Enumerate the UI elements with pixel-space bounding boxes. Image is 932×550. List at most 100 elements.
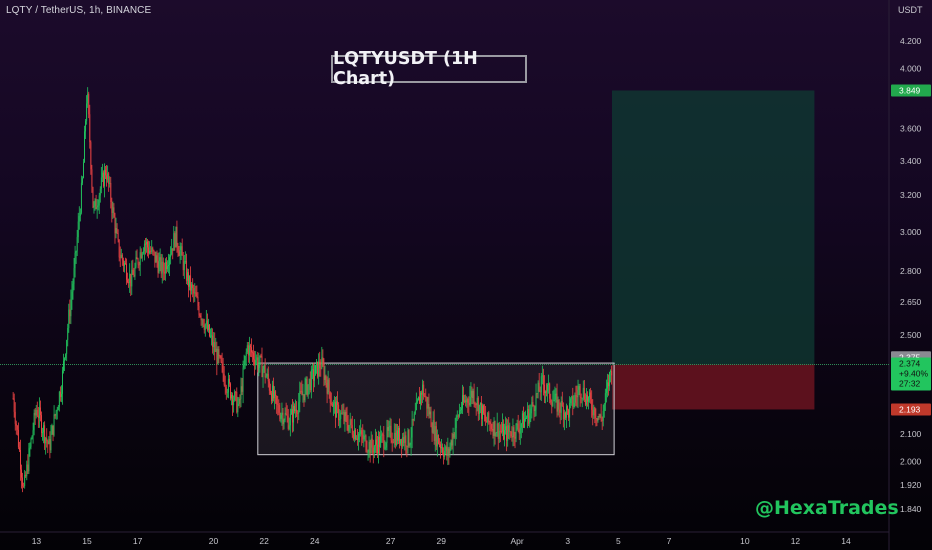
candle-body <box>429 411 431 415</box>
candle-body <box>106 175 108 180</box>
y-tick-label: 2.000 <box>900 457 922 467</box>
candle-body <box>94 199 96 207</box>
candle-body <box>494 420 496 437</box>
candle-body <box>142 251 144 254</box>
candle-body <box>323 364 325 381</box>
candle-body <box>499 430 501 432</box>
candle-body <box>343 412 345 422</box>
candle-body <box>280 414 282 419</box>
candle-body <box>177 245 179 252</box>
candle-body <box>566 406 567 418</box>
x-tick-label: 10 <box>740 536 750 546</box>
candle-body <box>610 371 612 372</box>
candle-body <box>97 205 99 208</box>
candle-body <box>290 409 292 415</box>
candle-body <box>335 402 336 418</box>
candle-body <box>325 375 327 383</box>
candle-body <box>474 403 476 405</box>
candle-body <box>403 437 405 443</box>
candle-body <box>296 409 298 414</box>
candle-body <box>603 404 605 411</box>
candle-body <box>330 402 332 404</box>
candle-body <box>291 409 293 423</box>
candle-body <box>315 365 316 376</box>
candle-body <box>30 438 32 447</box>
x-tick-label: 15 <box>82 536 92 546</box>
candle-body <box>504 430 505 440</box>
candle-body <box>241 386 243 392</box>
candle-body <box>433 420 435 441</box>
candle-body <box>599 414 601 417</box>
candle-body <box>537 382 539 394</box>
candle-body <box>80 182 82 213</box>
candle-body <box>244 356 246 366</box>
candle-body <box>514 437 516 439</box>
candle-body <box>153 250 155 252</box>
candle-body <box>116 228 118 233</box>
candle-body <box>257 357 259 368</box>
candle-body <box>159 257 161 261</box>
candle-body <box>422 384 424 395</box>
candle-body <box>557 399 559 412</box>
candle-body <box>294 405 295 411</box>
candle-body <box>601 420 603 421</box>
candle-body <box>95 199 97 209</box>
candle-body <box>62 370 63 394</box>
candle-body <box>163 271 165 274</box>
candle-body <box>329 392 331 403</box>
candle-body <box>436 435 438 447</box>
candle-body <box>332 402 334 407</box>
candle-body <box>258 363 260 368</box>
candle-body <box>437 435 439 444</box>
candle-body <box>29 446 31 449</box>
candle-body <box>205 320 207 325</box>
candle-body <box>611 371 613 376</box>
candle-body <box>198 305 200 316</box>
candle-body <box>251 347 252 353</box>
candle-body <box>148 247 150 254</box>
candle-body <box>118 239 120 258</box>
candle-body <box>386 427 388 444</box>
candle-body <box>135 257 137 267</box>
candle-body <box>525 418 526 419</box>
candle-body <box>580 397 582 398</box>
candle-body <box>395 430 397 445</box>
candle-body <box>227 378 229 393</box>
candle-body <box>492 429 494 436</box>
candle-body <box>570 398 572 404</box>
candle-body <box>465 400 467 403</box>
candle-body <box>78 216 80 222</box>
candle-body <box>96 207 98 209</box>
candle-body <box>316 361 318 366</box>
candle-body <box>518 429 520 434</box>
candle-body <box>41 415 42 433</box>
candle-body <box>508 425 510 432</box>
candle-body <box>168 265 169 267</box>
candle-body <box>193 288 195 294</box>
candle-body <box>458 410 460 417</box>
candle-body <box>560 400 562 413</box>
candle-body <box>535 393 537 410</box>
candle-body <box>68 309 70 329</box>
candle-body <box>223 374 225 385</box>
candle-body <box>86 103 88 122</box>
candle-body <box>340 412 342 419</box>
candle-body <box>123 263 125 266</box>
candle-body <box>469 396 471 405</box>
candle-body <box>304 384 306 401</box>
candle-body <box>22 477 24 486</box>
candle-body <box>75 251 77 253</box>
x-tick-label: 20 <box>209 536 219 546</box>
candle-body <box>164 262 166 274</box>
candle-body <box>542 375 544 385</box>
candle-body <box>476 397 478 406</box>
candle-body <box>452 433 454 446</box>
candle-body <box>299 390 301 403</box>
candle-body <box>336 401 337 418</box>
candle-body <box>44 425 46 444</box>
candle-body <box>337 401 339 405</box>
candle-body <box>393 432 395 443</box>
candle-body <box>225 387 227 393</box>
candle-body <box>132 269 134 275</box>
